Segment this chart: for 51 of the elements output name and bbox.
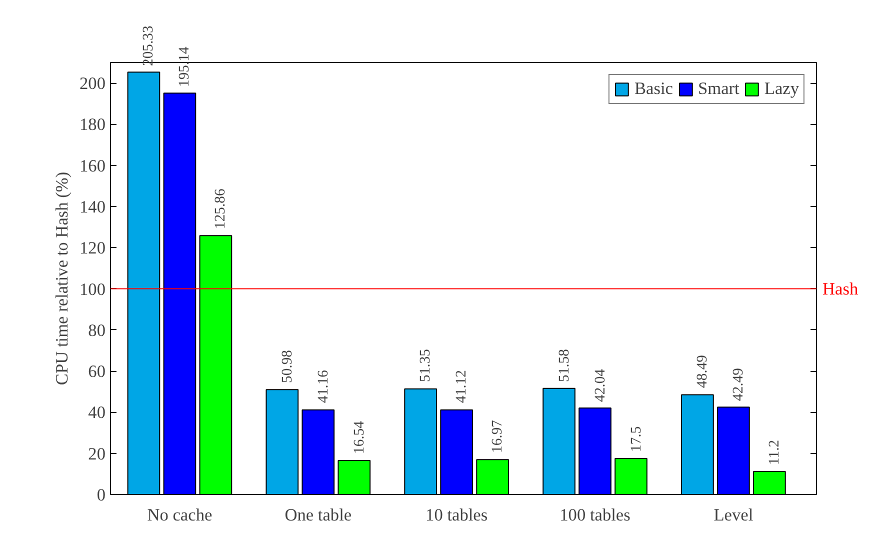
x-tick-label: 100 tables: [560, 506, 631, 524]
y-tick-label: 140: [80, 198, 106, 216]
x-tick-label: No cache: [147, 506, 212, 524]
y-tick-label: 0: [96, 486, 106, 504]
y-tick-label: 60: [88, 362, 106, 382]
data-label: 41.16: [315, 370, 332, 404]
bar: [302, 409, 335, 494]
data-label: 51.58: [556, 348, 574, 382]
y-tick-label: 180: [80, 115, 106, 134]
data-label: 125.86: [212, 188, 230, 230]
x-tick-label: 10 tables: [426, 506, 488, 524]
y-tick-label: 200: [80, 74, 106, 94]
y-tick-label: 80: [88, 320, 106, 340]
data-label: 11.2: [766, 440, 784, 465]
x-tick-label: One table: [284, 506, 352, 524]
bar: [542, 388, 576, 494]
bar: [338, 460, 371, 494]
y-tick-label: 120: [80, 238, 106, 258]
bar: [578, 408, 612, 494]
bar: [127, 72, 160, 494]
y-tick-label: 40: [88, 403, 106, 422]
legend-label: Basic: [634, 79, 673, 99]
data-label: 42.49: [730, 368, 748, 401]
data-label: 50.98: [279, 350, 296, 384]
bar: [163, 92, 196, 494]
data-label: 195.14: [176, 46, 194, 87]
ref-line-label: Hash: [822, 279, 858, 298]
legend-label: Lazy: [764, 79, 799, 99]
data-label: 17.5: [628, 426, 645, 452]
data-label: 51.35: [418, 349, 435, 382]
y-axis-title: CPU time relative to Hash (%): [52, 172, 72, 386]
data-label: 205.33: [140, 25, 158, 66]
y-tick-label: 100: [80, 280, 106, 299]
data-label: 16.97: [490, 420, 507, 454]
data-label: 48.49: [694, 355, 712, 388]
bar: [753, 470, 786, 494]
bar: [614, 458, 648, 494]
data-label: 41.12: [454, 370, 471, 404]
bar: [476, 459, 509, 494]
bar: [199, 235, 232, 494]
x-tick-label: Level: [714, 506, 754, 524]
y-tick-label: 160: [80, 156, 106, 176]
bar: [266, 389, 299, 494]
y-tick-label: 20: [88, 444, 106, 464]
bar: [440, 409, 473, 494]
bar: [404, 388, 438, 494]
bar: [681, 394, 714, 494]
data-label: 16.54: [351, 420, 368, 454]
data-label: 42.04: [592, 368, 609, 402]
bar: [717, 406, 750, 494]
legend-label: Smart: [698, 79, 740, 99]
